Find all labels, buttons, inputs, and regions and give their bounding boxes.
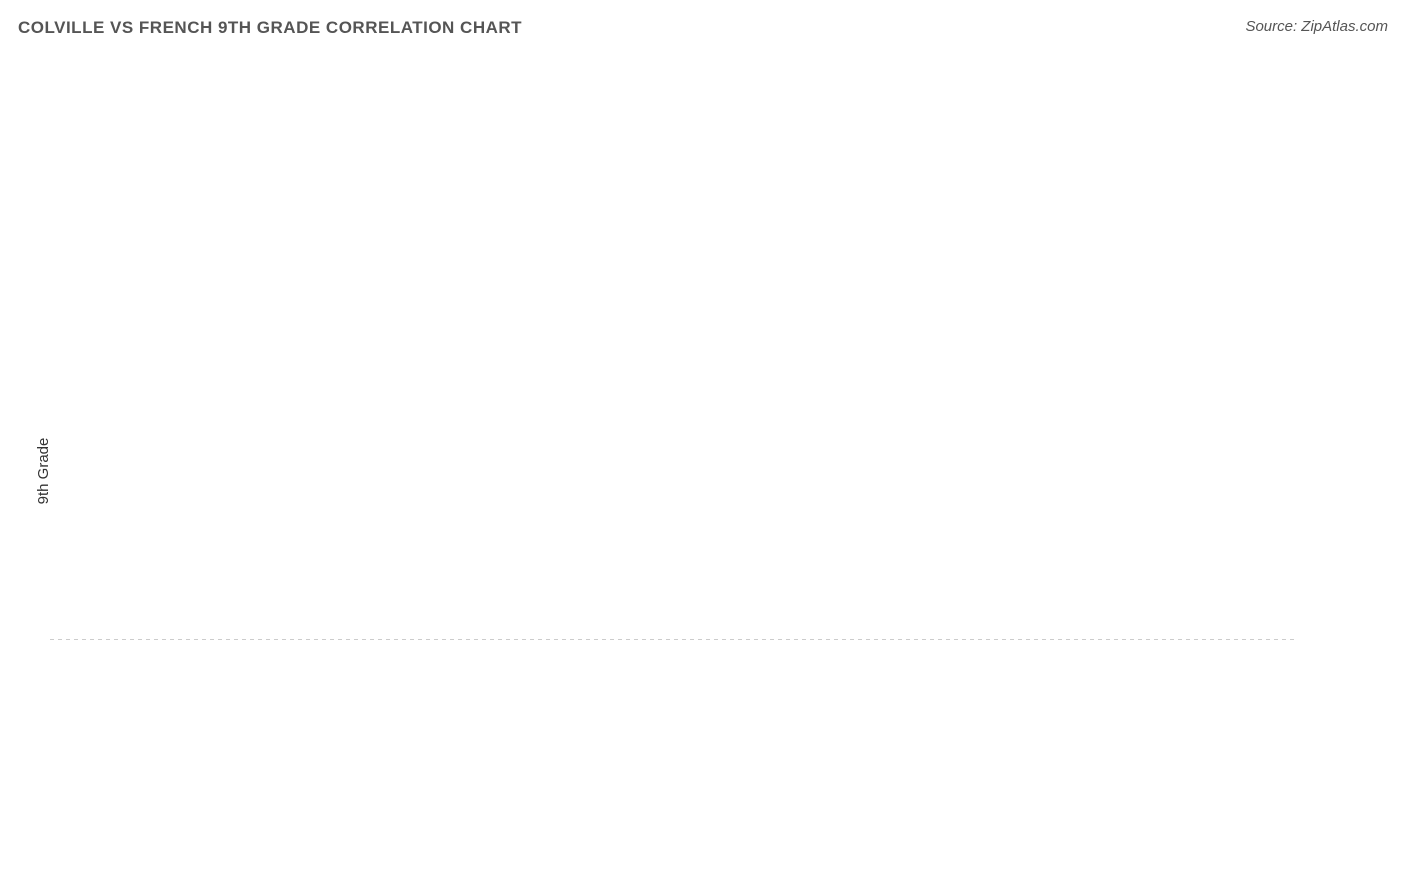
correlation-chart xyxy=(0,50,1370,870)
y-axis-label: 9th Grade xyxy=(35,438,52,505)
source-label: Source: ZipAtlas.com xyxy=(1245,18,1388,35)
chart-title: COLVILLE VS FRENCH 9TH GRADE CORRELATION… xyxy=(18,18,522,37)
